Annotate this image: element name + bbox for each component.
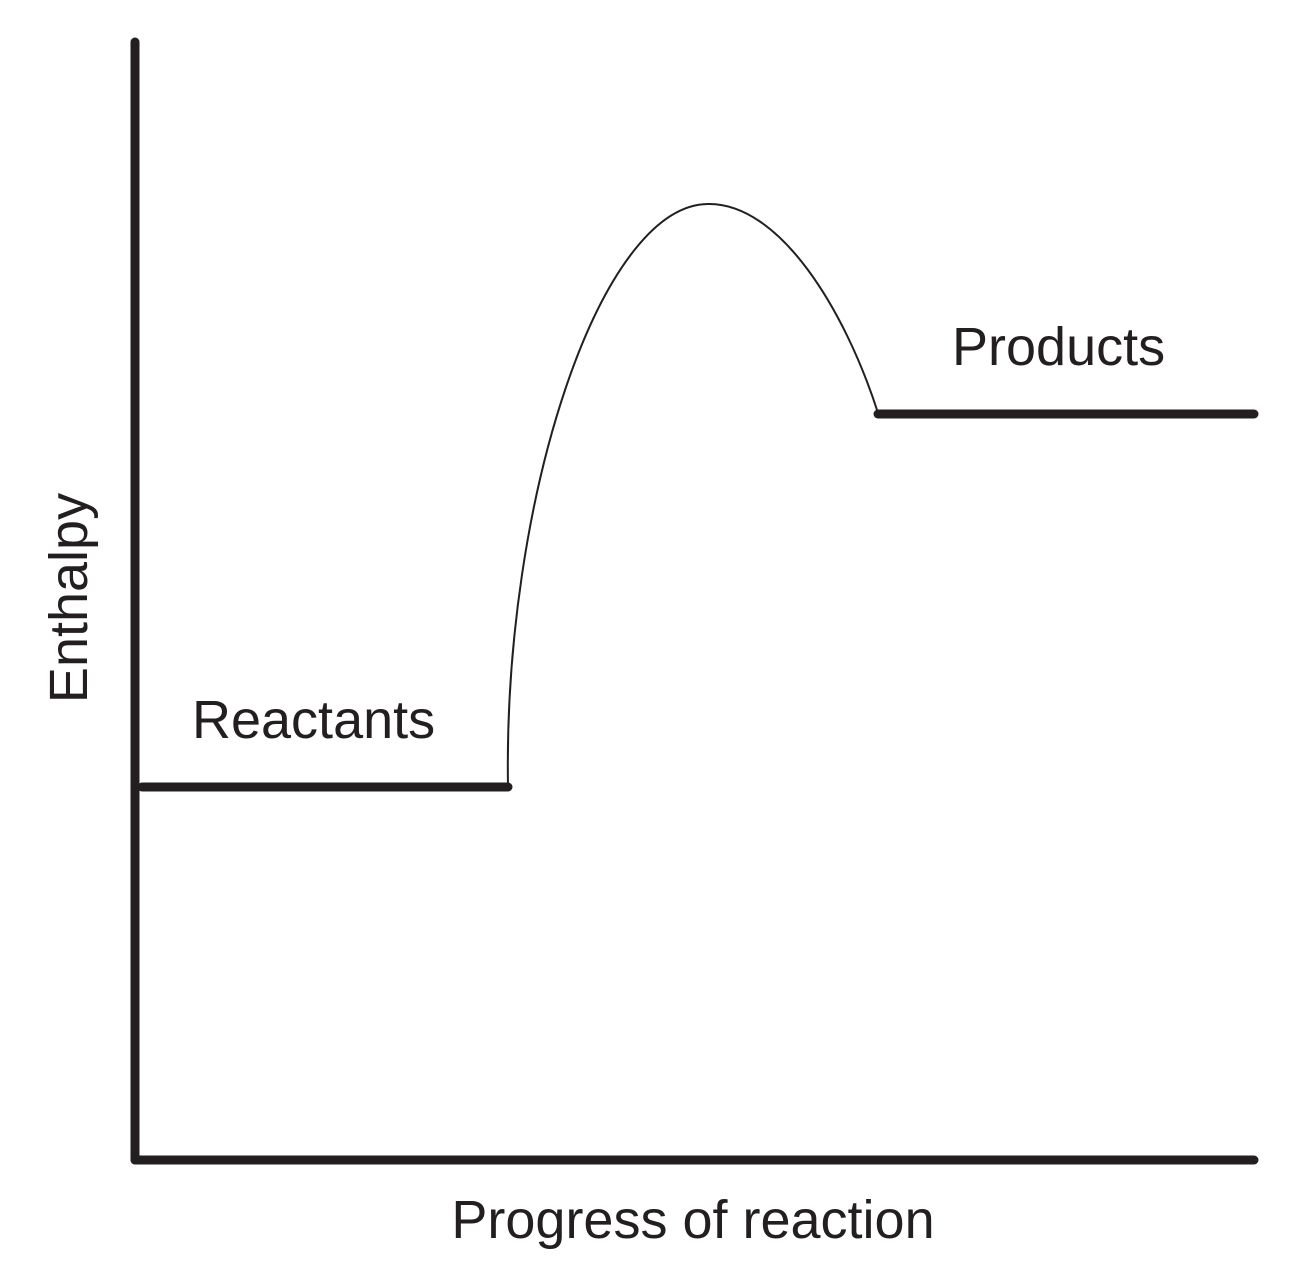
- x-axis-label: Progress of reaction: [451, 1190, 934, 1250]
- reactants-label: Reactants: [192, 690, 435, 750]
- products-label: Products: [952, 317, 1165, 377]
- y-axis-label: Enthalpy: [39, 493, 99, 703]
- activation-curve: [506, 202, 879, 788]
